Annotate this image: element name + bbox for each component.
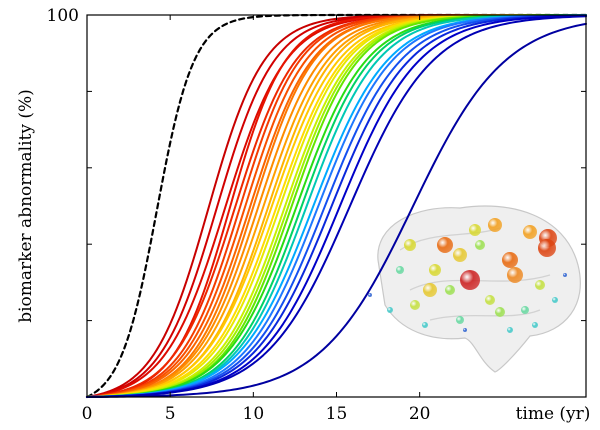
brain-node xyxy=(523,225,537,239)
brain-node xyxy=(488,218,502,232)
brain-node xyxy=(387,307,393,313)
y-axis-label: biomarker abnormality (%) xyxy=(16,89,36,323)
brain-node xyxy=(535,280,545,290)
axis-ticks xyxy=(86,14,586,398)
brain-node xyxy=(445,285,455,295)
brain-inset xyxy=(368,205,581,373)
brain-node xyxy=(532,322,538,328)
brain-node xyxy=(453,248,467,262)
brain-node xyxy=(422,322,428,328)
brain-node xyxy=(495,307,505,317)
brain-node xyxy=(396,266,404,274)
tick-labels: 0 5 10 15 20 100 xyxy=(47,6,431,424)
brain-node xyxy=(521,306,529,314)
brain-node xyxy=(475,240,485,250)
brain-node xyxy=(456,316,464,324)
x-tick-label: 15 xyxy=(326,404,348,424)
brain-node xyxy=(485,295,495,305)
brain-node xyxy=(502,252,518,268)
brain-outline xyxy=(377,205,581,373)
x-tick-label: 20 xyxy=(409,404,431,424)
brain-node xyxy=(507,327,513,333)
brain-node xyxy=(469,224,481,236)
brain-node xyxy=(538,239,556,257)
x-tick-label: 5 xyxy=(165,404,176,424)
brain-node xyxy=(460,270,480,290)
brain-node xyxy=(368,293,372,297)
brain-node xyxy=(552,297,558,303)
x-tick-label: 0 xyxy=(82,404,93,424)
y-tick-label: 100 xyxy=(47,6,79,26)
brain-node xyxy=(437,237,453,253)
brain-node xyxy=(423,283,437,297)
x-tick-label: 10 xyxy=(243,404,265,424)
brain-node xyxy=(429,264,441,276)
brain-node xyxy=(563,273,567,277)
x-axis-label: time (yr) xyxy=(516,404,591,424)
brain-node xyxy=(463,328,467,332)
brain-node xyxy=(507,267,523,283)
brain-node xyxy=(410,300,420,310)
brain-node xyxy=(404,239,416,251)
